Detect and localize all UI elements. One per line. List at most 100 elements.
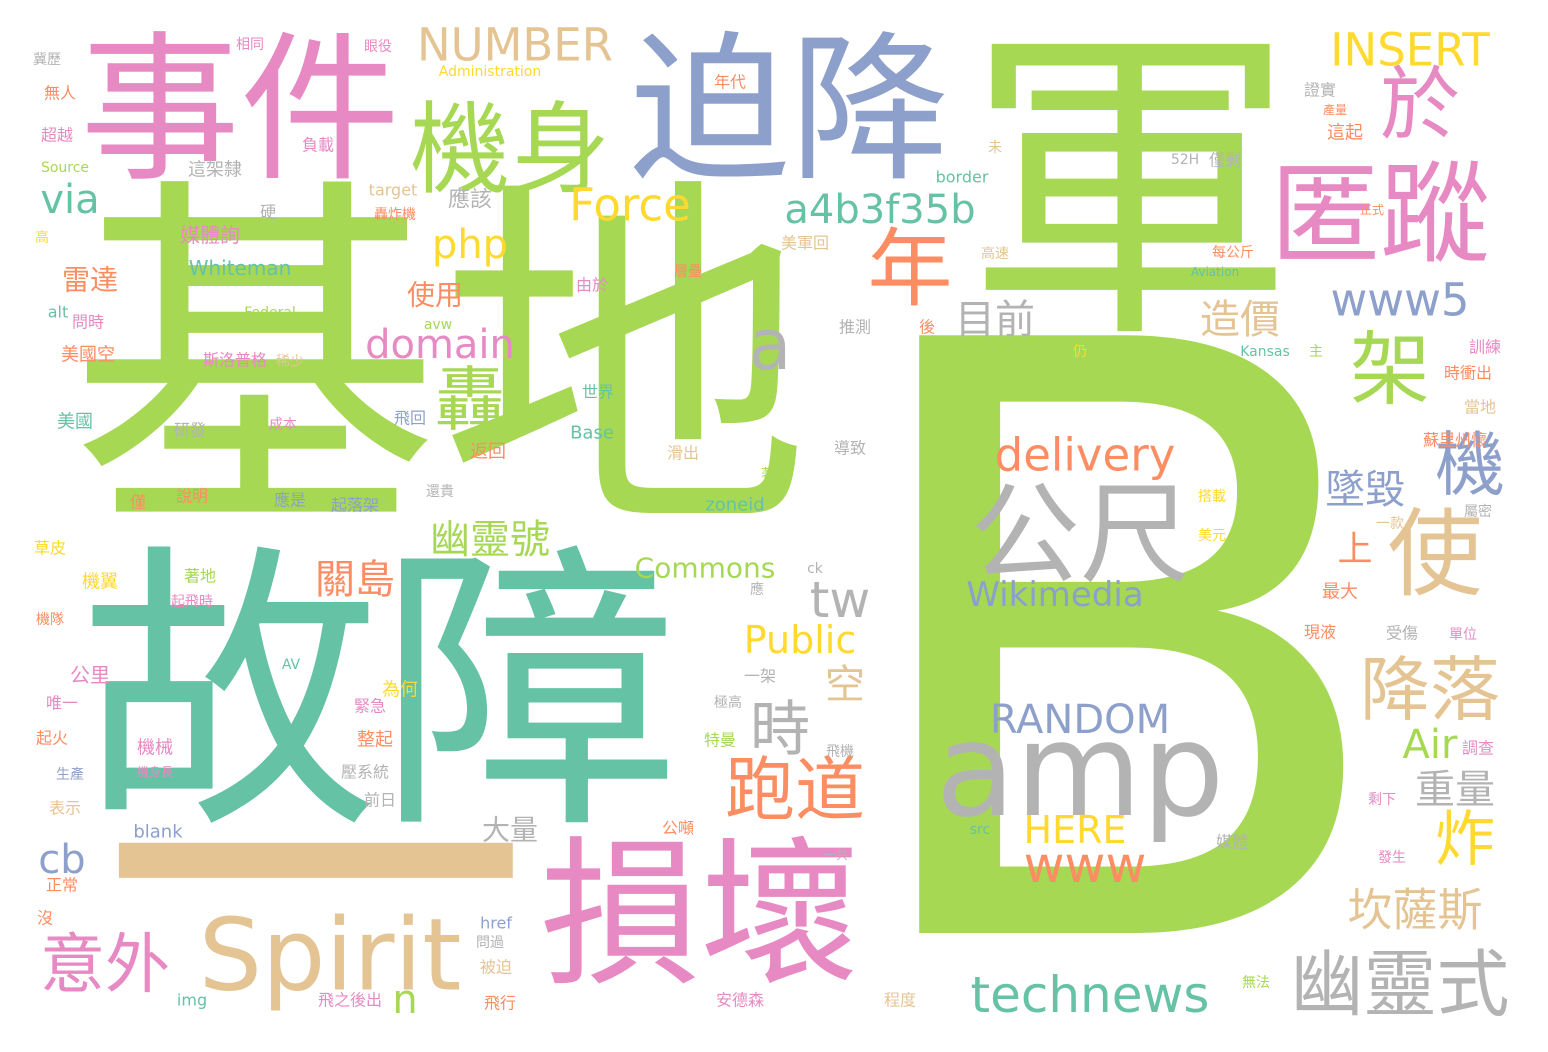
word: 損壞 — [540, 822, 860, 1009]
word: 產量 — [1323, 102, 1347, 117]
word: 目前 — [955, 297, 1035, 343]
word: 世界 — [582, 383, 614, 402]
word: Source — [41, 160, 89, 176]
word: 訓練 — [1469, 338, 1501, 357]
word: src — [970, 822, 990, 838]
word: 造價 — [1200, 297, 1280, 343]
word: 當地 — [1464, 398, 1496, 417]
word: 基地 — [70, 150, 810, 580]
word: 稀少 — [276, 354, 304, 370]
word: 這起 — [1327, 123, 1363, 144]
word: 被迫 — [480, 958, 512, 977]
word: 匿蹤 — [1270, 151, 1490, 279]
word: 起火 — [36, 729, 68, 748]
word: 年 — [867, 221, 952, 320]
word: Force — [569, 179, 691, 232]
word: 一架 — [744, 667, 776, 686]
word: 著陸 — [761, 467, 789, 483]
word: 美元 — [1198, 528, 1226, 544]
word: 重量 — [1415, 767, 1495, 813]
word: 公里 — [70, 663, 110, 687]
word: 飛回 — [394, 409, 426, 428]
word: 為何 — [382, 680, 418, 701]
word: 大量 — [482, 814, 538, 847]
word: 現液 — [1304, 623, 1336, 642]
word: 未 — [988, 140, 1002, 156]
word: 主 — [1309, 344, 1323, 360]
word: 編號 — [1186, 862, 1214, 878]
word: 安德森 — [716, 991, 764, 1010]
word: 炸 — [1435, 805, 1495, 875]
word: 調查 — [1462, 739, 1494, 758]
word: Aviation — [1191, 265, 1239, 279]
word: href — [480, 914, 512, 933]
word: 事件 — [80, 17, 400, 204]
word: 幽靈號 — [430, 517, 550, 563]
word: 硬 — [260, 203, 276, 222]
word: 極高 — [714, 694, 742, 711]
word: Kansas — [1240, 344, 1290, 360]
word: 公尺 — [970, 471, 1190, 599]
word: 飛之後出 — [318, 991, 382, 1010]
word: 研發 — [174, 421, 206, 440]
word: 意外 — [40, 928, 170, 1003]
word: Federal — [244, 305, 296, 321]
word: 推測 — [839, 318, 871, 337]
word: cb — [38, 837, 85, 883]
word: amp — [936, 694, 1225, 846]
word: 返回 — [470, 442, 506, 463]
word: 生產 — [56, 766, 84, 783]
word: n — [392, 977, 417, 1023]
word: 唯一 — [46, 694, 78, 713]
word: Wikimedia — [966, 575, 1143, 615]
word: 一款 — [1376, 516, 1404, 532]
word: 證實 — [1304, 81, 1336, 100]
word: 美國 — [57, 412, 93, 433]
word: 層壘 — [674, 264, 702, 280]
word: ck — [807, 561, 824, 577]
word: 屬密 — [1464, 503, 1492, 520]
word: php — [432, 222, 508, 268]
word: 機身長 — [137, 764, 173, 779]
word: 搭載 — [1198, 489, 1226, 505]
word: avw — [424, 317, 452, 333]
word: target — [369, 181, 418, 200]
word: B — [839, 173, 1402, 1052]
word: 媒體 — [1216, 833, 1248, 852]
word: delivery — [995, 429, 1176, 482]
word: 成本 — [269, 417, 297, 433]
word: 剩下 — [1368, 792, 1396, 808]
word: Spirit — [199, 897, 462, 1014]
word: RANDOM — [990, 697, 1170, 743]
word: 冀歷 — [33, 52, 61, 68]
word: tw — [810, 571, 871, 629]
word: Public — [744, 618, 856, 662]
word: 使用 — [407, 279, 463, 312]
word: 轟 — [435, 359, 505, 441]
word: 緊急 — [354, 697, 386, 716]
word: 媒體詢 — [180, 223, 240, 247]
word: 僅剩 — [1209, 151, 1241, 170]
word: Base — [570, 423, 614, 444]
word: 一共 — [824, 848, 848, 862]
word: 表示 — [49, 799, 81, 818]
word: 高速 — [981, 245, 1009, 262]
word: 坎薩斯 — [1347, 884, 1482, 937]
word: 問過 — [476, 935, 504, 951]
word: 故障 — [80, 521, 680, 870]
word: 草皮 — [34, 539, 66, 558]
word: 仍 — [1073, 344, 1087, 360]
word: 正式 — [1360, 203, 1384, 217]
word: Whiteman — [189, 256, 292, 280]
word: 飛行 — [484, 994, 516, 1013]
word: 上 — [1337, 530, 1372, 570]
word: 應 — [750, 581, 764, 598]
word: 負載 — [302, 136, 334, 155]
word: 機械 — [137, 738, 173, 759]
word: img — [177, 991, 207, 1010]
word: 雷達 — [62, 264, 118, 297]
word: 美國空 — [61, 345, 115, 366]
word: a4b3f35b — [784, 187, 975, 233]
